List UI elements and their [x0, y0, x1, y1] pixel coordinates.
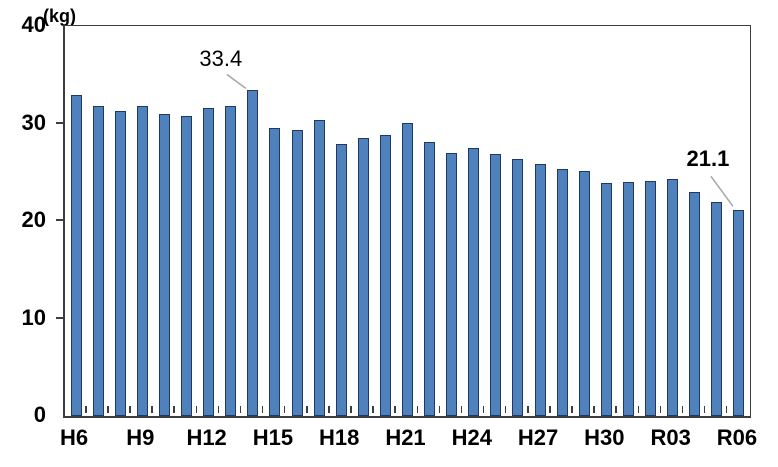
x-axis-tick-label: H24	[451, 425, 492, 450]
x-axis-tick-mark	[283, 406, 286, 413]
bar-H28	[556, 169, 568, 416]
bar-H20	[379, 135, 391, 416]
bar-R06	[733, 210, 745, 416]
bar-H19	[357, 138, 369, 416]
bar-H21	[402, 122, 413, 416]
bar-H27	[534, 164, 546, 416]
x-axis-tick-mark	[549, 406, 551, 413]
x-axis-tick-mark	[394, 406, 396, 413]
y-axis-tick-mark	[56, 219, 63, 221]
x-axis-tick-mark	[195, 406, 198, 413]
x-axis-tick-label: R03	[650, 425, 691, 450]
bar-H22	[424, 142, 436, 416]
y-axis-tick-label: 40	[21, 12, 46, 37]
x-axis-tick-mark	[85, 406, 87, 413]
x-axis-tick-mark	[527, 406, 529, 413]
x-axis-tick-mark	[482, 406, 485, 413]
bar-H30	[600, 182, 612, 416]
y-axis-tick-label: 20	[21, 207, 46, 232]
bar-R01	[622, 182, 634, 416]
bar-H7	[92, 105, 104, 416]
x-axis-tick-label: H6	[59, 425, 89, 450]
bar-H29	[578, 171, 590, 416]
x-axis-tick-mark	[659, 406, 662, 413]
y-axis-tick-label: 0	[33, 402, 46, 427]
x-axis-tick-label: H27	[517, 425, 559, 450]
x-axis-tick-mark	[173, 406, 175, 413]
x-axis-tick-label: H9	[126, 425, 155, 450]
bar-H14	[247, 90, 259, 416]
bar-H8	[114, 110, 126, 416]
x-axis-tick-label: H12	[186, 425, 227, 450]
x-axis-tick-mark	[438, 406, 441, 413]
plot-area	[63, 25, 751, 418]
x-axis-tick-mark	[239, 406, 242, 413]
x-axis-tick-label: H15	[252, 425, 294, 450]
x-axis-tick-mark	[350, 406, 352, 413]
bar-H16	[291, 130, 303, 416]
data-label-H14: 33.4	[199, 46, 243, 72]
y-axis-unit-label: (kg)	[43, 6, 76, 26]
x-axis-tick-mark	[703, 406, 706, 413]
bar-R05	[711, 201, 723, 416]
x-axis-tick-mark	[261, 406, 264, 413]
bar-H26	[512, 158, 524, 416]
x-axis-tick-mark	[372, 406, 374, 413]
bar-H18	[335, 143, 347, 416]
bar-H17	[313, 119, 325, 416]
x-axis-tick-mark	[460, 406, 463, 413]
x-axis-tick-mark	[217, 406, 220, 413]
x-axis-tick-label: H18	[319, 425, 360, 450]
bar-H25	[490, 153, 502, 416]
x-axis-tick-mark	[151, 406, 153, 413]
x-axis-tick-mark	[306, 406, 308, 413]
data-label-R06: 21.1	[686, 146, 730, 172]
x-axis-tick-mark	[328, 406, 330, 413]
x-axis-tick-mark	[107, 406, 109, 413]
x-axis-tick-mark	[571, 406, 573, 413]
bar-H12	[203, 107, 215, 416]
bar-H15	[269, 128, 281, 416]
bar-R04	[689, 191, 701, 416]
bar-H6	[70, 95, 82, 416]
x-axis-tick-mark	[416, 406, 419, 413]
bar-H24	[468, 147, 480, 416]
x-axis-tick-mark	[637, 406, 640, 413]
x-axis-tick-label: H30	[584, 425, 625, 450]
x-axis-tick-label: H21	[385, 425, 426, 450]
y-axis-tick-label: 30	[21, 109, 46, 135]
bar-H13	[225, 105, 237, 416]
bar-R02	[645, 181, 657, 416]
x-axis-tick-label: R06	[716, 425, 758, 450]
bar-H9	[136, 105, 148, 416]
x-axis-tick-mark	[681, 406, 684, 413]
y-axis-tick-label: 10	[21, 304, 46, 330]
y-axis-tick-mark	[56, 121, 63, 124]
bar-H11	[181, 115, 193, 416]
bar-R03	[667, 179, 679, 416]
x-axis-tick-mark	[593, 406, 595, 413]
bar-H23	[446, 152, 458, 416]
bar-H10	[158, 113, 170, 416]
x-axis-tick-mark	[615, 406, 617, 413]
x-axis-tick-mark	[725, 406, 728, 413]
x-axis-tick-mark	[504, 406, 507, 413]
x-axis-tick-mark	[129, 406, 131, 413]
y-axis-tick-mark	[56, 316, 63, 319]
